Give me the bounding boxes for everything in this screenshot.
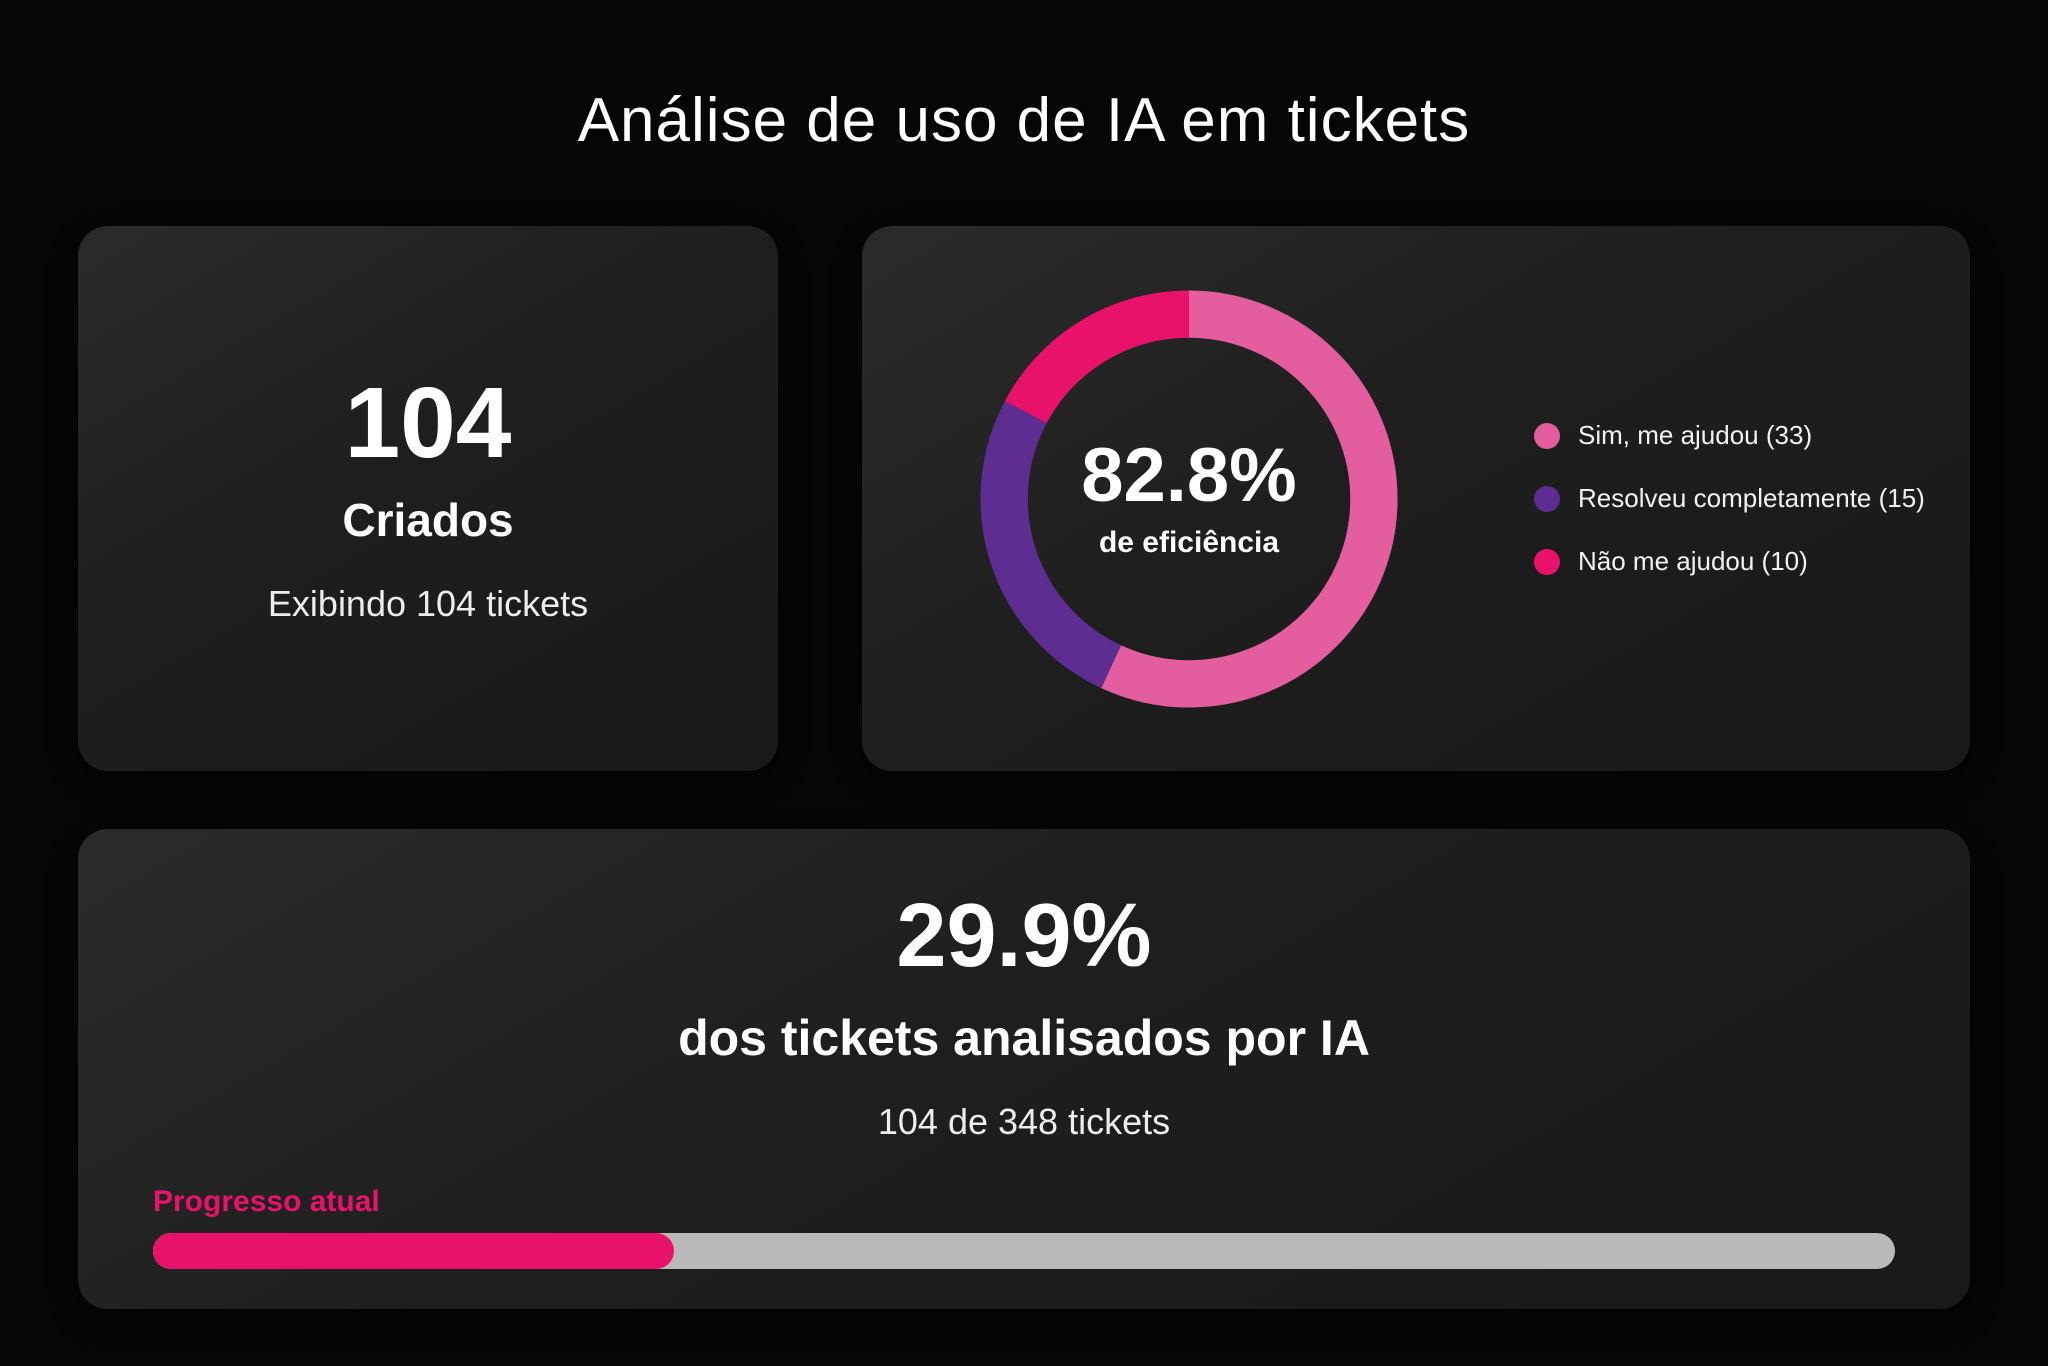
legend-dot-icon	[1534, 548, 1560, 575]
legend-item: Não me ajudou (10)	[1534, 546, 1925, 577]
efficiency-value: 82.8%	[1081, 432, 1297, 518]
progress-bar-track	[153, 1233, 1895, 1269]
created-label: Criados	[342, 493, 514, 546]
legend-label: Não me ajudou (10)	[1578, 546, 1808, 576]
donut-center: 82.8% de eficiência	[974, 284, 1404, 714]
donut-segment-2	[980, 289, 1398, 708]
legend-label: Resolveu completamente (15)	[1578, 483, 1925, 513]
progress-title: dos tickets analisados por IA	[678, 1010, 1370, 1066]
progress-card: 29.9% dos tickets analisados por IA 104 …	[78, 829, 1970, 1309]
efficiency-label: de eficiência	[1098, 525, 1280, 559]
progress-percent-value: 29.9%	[896, 886, 1152, 986]
page-title: Análise de uso de IA em tickets	[577, 86, 1471, 155]
efficiency-card: 82.8% de eficiência Sim, me ajudou (33) R…	[862, 226, 1970, 771]
created-card: 104 Criados Exibindo 104 tickets	[78, 226, 778, 771]
created-subtext: Exibindo 104 tickets	[267, 582, 589, 624]
legend-item: Resolveu completamente (15)	[1534, 483, 1925, 514]
efficiency-donut-chart: 82.8% de eficiência	[974, 284, 1404, 714]
legend-label: Sim, me ajudou (33)	[1578, 420, 1813, 450]
legend-dot-icon	[1534, 485, 1560, 512]
progress-subtext: 104 de 348 tickets	[877, 1101, 1171, 1142]
donut-segment-1	[980, 289, 1398, 708]
donut-svg	[980, 289, 1398, 708]
progress-caption: Progresso atual	[153, 1185, 380, 1218]
chart-legend: Sim, me ajudou (33) Resolveu completament…	[1534, 420, 1925, 577]
progress-bar-fill	[153, 1233, 674, 1269]
top-row: 104 Criados Exibindo 104 tickets 82.8% d…	[0, 226, 2048, 771]
legend-dot-icon	[1534, 422, 1560, 449]
created-count: 104	[344, 366, 512, 479]
legend-item: Sim, me ajudou (33)	[1534, 420, 1925, 451]
